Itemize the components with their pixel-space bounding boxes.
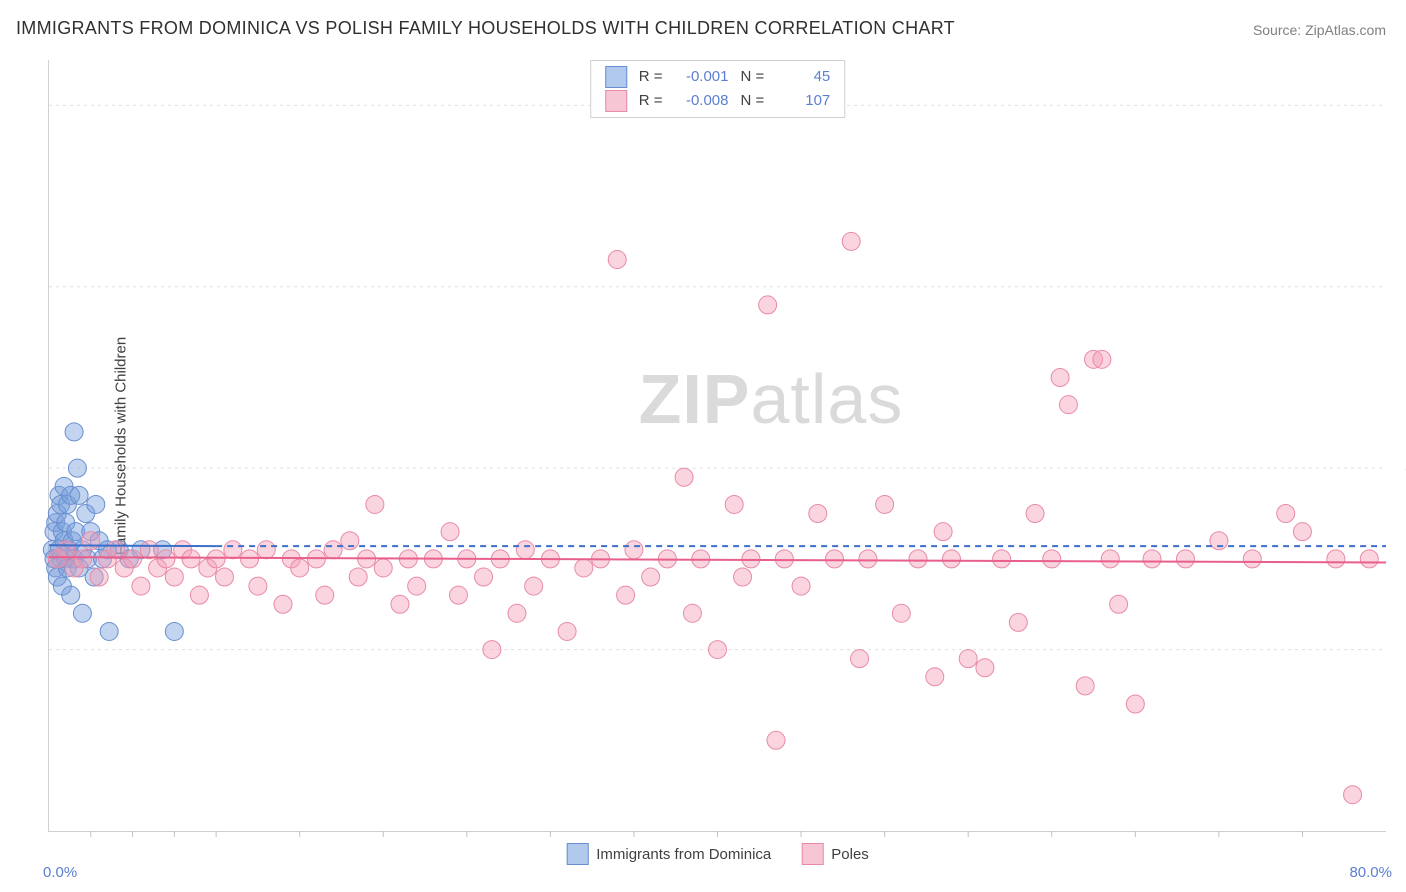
chart-title: IMMIGRANTS FROM DOMINICA VS POLISH FAMIL… <box>16 18 955 39</box>
series-legend: Immigrants from Dominica Poles <box>566 843 869 865</box>
series-label-poles: Poles <box>831 846 869 863</box>
source-attribution: Source: ZipAtlas.com <box>1253 22 1386 38</box>
x-tick-origin: 0.0% <box>43 864 77 881</box>
n-label: N = <box>741 65 765 89</box>
legend-row-dominica: R = -0.001 N = 45 <box>605 65 831 89</box>
n-value-dominica: 45 <box>776 65 830 89</box>
swatch-poles <box>801 843 823 865</box>
r-value-poles: -0.008 <box>675 89 729 113</box>
r-label: R = <box>639 89 663 113</box>
n-value-poles: 107 <box>776 89 830 113</box>
swatch-dominica <box>566 843 588 865</box>
r-value-dominica: -0.001 <box>675 65 729 89</box>
legend-row-poles: R = -0.008 N = 107 <box>605 89 831 113</box>
r-label: R = <box>639 65 663 89</box>
plot-area: R = -0.001 N = 45 R = -0.008 N = 107 ZIP… <box>48 60 1386 832</box>
swatch-dominica <box>605 66 627 88</box>
series-label-dominica: Immigrants from Dominica <box>596 846 771 863</box>
swatch-poles <box>605 90 627 112</box>
source-value: ZipAtlas.com <box>1305 22 1386 38</box>
correlation-legend: R = -0.001 N = 45 R = -0.008 N = 107 <box>590 60 846 118</box>
x-tick-max: 80.0% <box>1349 864 1392 881</box>
n-label: N = <box>741 89 765 113</box>
legend-item-poles: Poles <box>801 843 869 865</box>
source-label: Source: <box>1253 22 1301 38</box>
legend-item-dominica: Immigrants from Dominica <box>566 843 771 865</box>
chart-container: IMMIGRANTS FROM DOMINICA VS POLISH FAMIL… <box>0 0 1406 892</box>
scatter-svg <box>49 60 1386 831</box>
